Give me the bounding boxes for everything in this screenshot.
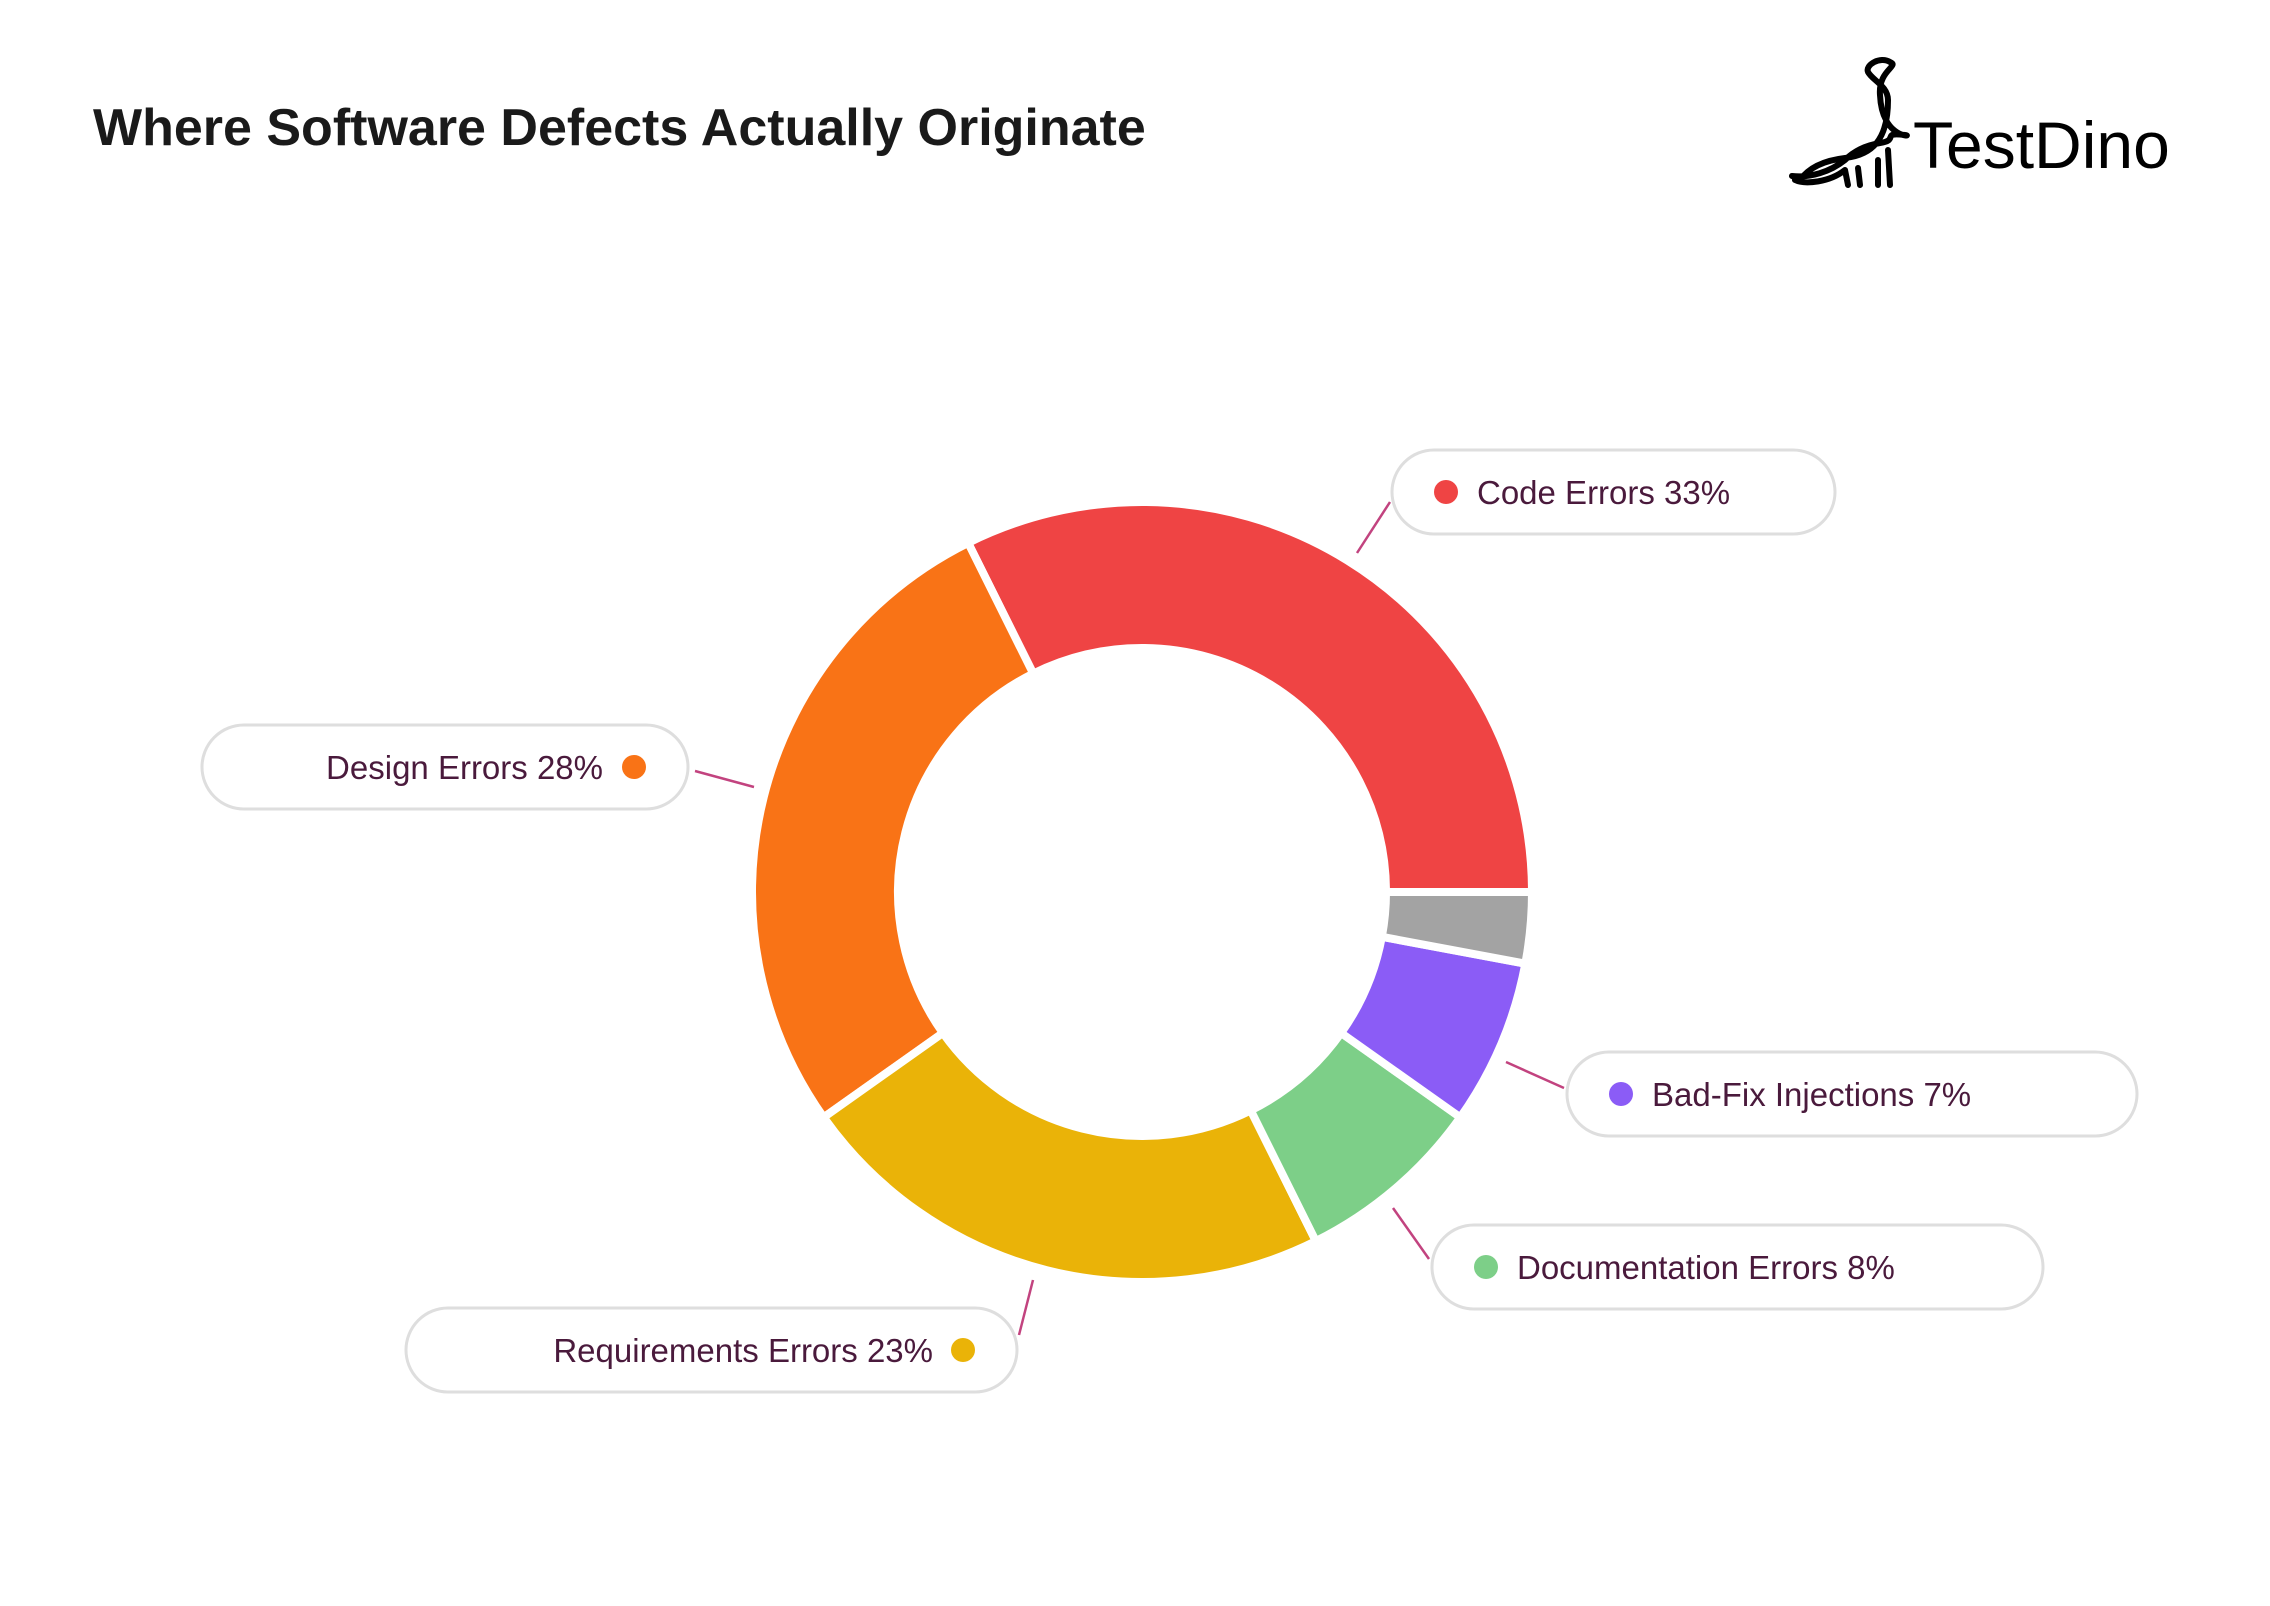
leader-line-badfix: [1505, 1060, 1565, 1090]
dinosaur-icon: [1789, 57, 1910, 188]
slice-other: [1377, 888, 1537, 969]
leader-line-code: [1355, 501, 1392, 554]
label-requirements-errors: Requirements Errors 23%: [404, 1306, 1019, 1394]
label-text: Documentation Errors 8%: [1517, 1249, 1895, 1286]
slice-design-errors: [748, 537, 1039, 1123]
label-text: Design Errors 28%: [326, 749, 603, 786]
legend-dot: [1609, 1082, 1633, 1106]
legend-dot: [951, 1338, 975, 1362]
leader-line-documentation: [1391, 1207, 1431, 1260]
brand-name: TestDino: [1913, 108, 2170, 182]
label-documentation-errors: Documentation Errors 8%: [1430, 1223, 2045, 1311]
chart-title: Where Software Defects Actually Originat…: [93, 99, 1146, 157]
leader-line-requirements: [1017, 1279, 1035, 1336]
label-text: Requirements Errors 23%: [553, 1332, 933, 1369]
brand-logo: TestDino: [1789, 57, 2170, 188]
legend-dot: [1474, 1255, 1498, 1279]
donut: [748, 498, 1537, 1286]
leader-line-design: [694, 769, 755, 789]
legend-dot: [1434, 480, 1458, 504]
label-text: Code Errors 33%: [1477, 474, 1730, 511]
label-bad-fix-injections: Bad-Fix Injections 7%: [1565, 1050, 2139, 1138]
label-design-errors: Design Errors 28%: [200, 723, 690, 811]
slice-code-errors: [962, 498, 1537, 896]
label-code-errors: Code Errors 33%: [1390, 448, 1837, 536]
legend-dot: [622, 755, 646, 779]
label-text: Bad-Fix Injections 7%: [1652, 1076, 1971, 1113]
slice-requirements-errors: [818, 1027, 1322, 1286]
